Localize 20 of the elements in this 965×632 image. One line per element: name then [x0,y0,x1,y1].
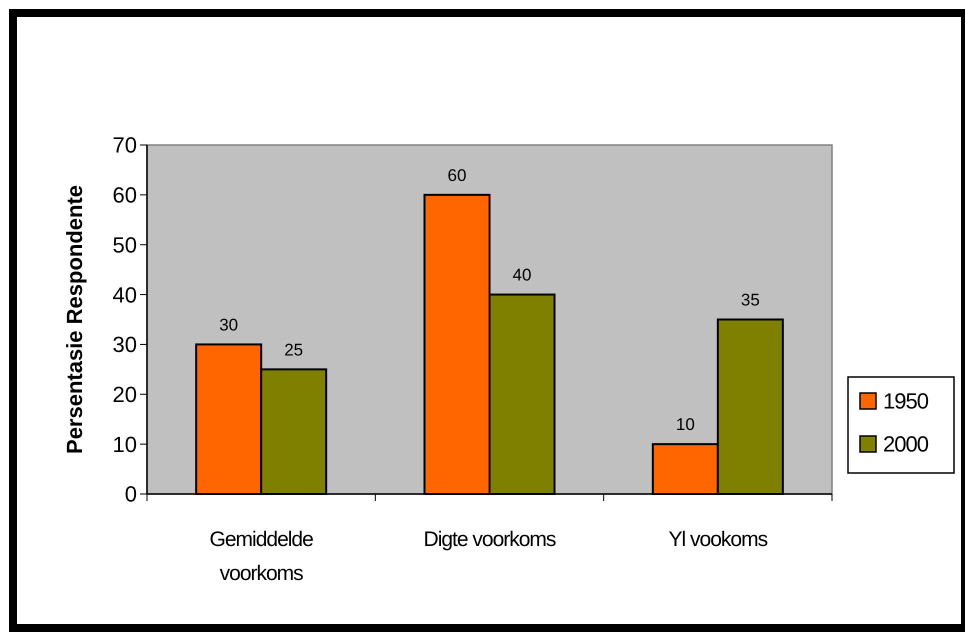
legend-label: 2000 [883,432,929,457]
data-label: 35 [740,290,760,310]
data-label: 10 [676,415,695,434]
y-tick-label: 0 [124,482,137,507]
data-label: 30 [219,315,238,334]
data-label: 60 [448,166,466,185]
y-tick-label: 50 [112,232,137,258]
y-tick-label: 20 [112,382,137,407]
legend-label: 1950 [883,388,929,414]
y-tick-label: 70 [112,132,137,158]
y-axis-title: Persentasie Respondente [62,185,87,454]
y-tick-label: 10 [112,432,137,457]
data-label: 25 [284,340,304,360]
y-tick-label: 60 [112,182,137,208]
data-label: 40 [512,266,532,285]
x-tick-label: Digte voorkoms [424,528,556,551]
x-tick-label: Gemiddelde voorkoms [210,528,314,585]
y-tick-label: 40 [112,282,137,308]
x-tick-label: Yl vookoms [668,528,768,551]
y-tick-label: 30 [112,332,137,358]
